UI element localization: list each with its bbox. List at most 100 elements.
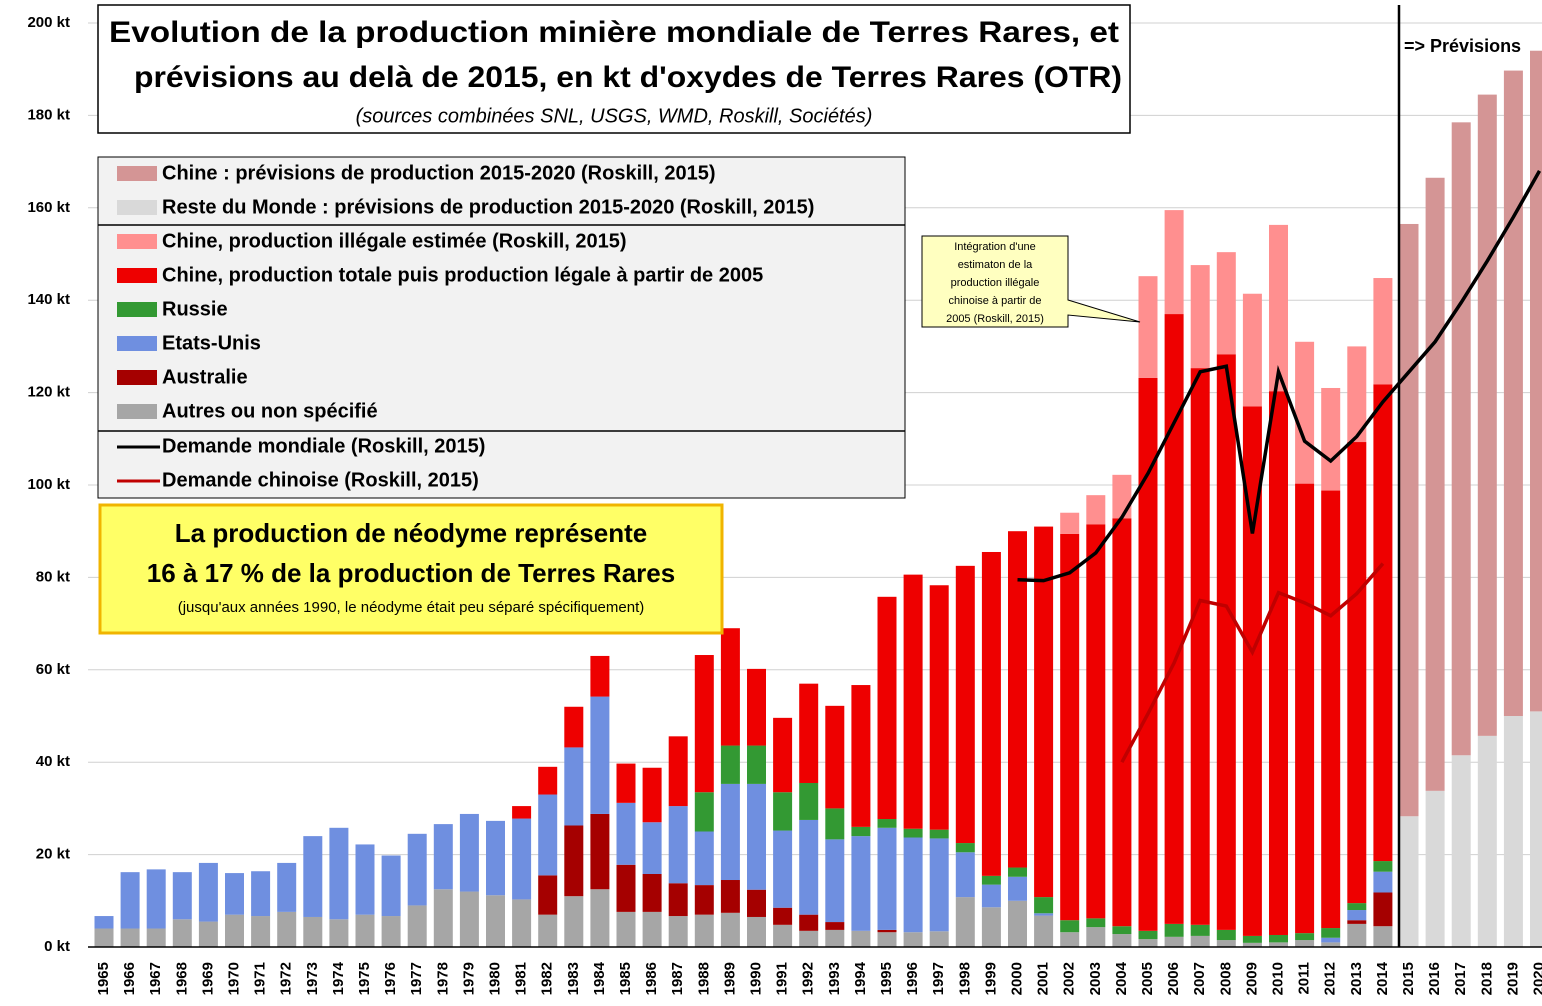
bar <box>1060 512 1080 534</box>
bar <box>1347 346 1367 443</box>
bar <box>1112 518 1132 927</box>
bar <box>955 565 975 844</box>
bar <box>694 885 714 915</box>
bar <box>512 899 532 947</box>
bar <box>1477 735 1497 947</box>
legend-label: Autres ou non spécifié <box>162 400 378 422</box>
legend-swatch <box>117 234 157 249</box>
bar <box>538 914 558 947</box>
bar <box>616 763 636 803</box>
bar <box>747 916 766 947</box>
x-tick-label: 2019 <box>1504 962 1521 995</box>
note-text: (jusqu'aux années 1990, le néodyme était… <box>178 599 645 616</box>
y-tick-label: 80 kt <box>36 568 70 585</box>
bar <box>1008 900 1027 947</box>
bar <box>747 668 766 746</box>
bar <box>773 717 793 793</box>
legend-swatch <box>117 370 157 385</box>
x-tick-label: 1974 <box>330 961 347 995</box>
legend-swatch <box>117 166 157 181</box>
bar <box>720 912 740 947</box>
bar <box>198 921 218 947</box>
bar <box>1347 903 1367 911</box>
bar <box>1008 876 1027 901</box>
x-tick-label: 1969 <box>199 962 216 995</box>
bar <box>642 874 662 912</box>
x-tick-label: 1975 <box>356 962 373 995</box>
bar <box>381 855 401 917</box>
bar <box>1321 387 1341 491</box>
forecast-label: => Prévisions <box>1404 36 1521 56</box>
bar <box>1138 939 1158 947</box>
x-tick-label: 1976 <box>382 962 399 995</box>
bar <box>1321 937 1341 943</box>
bar <box>903 828 923 838</box>
bar <box>1373 871 1393 893</box>
bar <box>955 897 975 947</box>
bar <box>799 782 819 820</box>
note-box <box>98 503 724 635</box>
bar <box>1269 391 1288 935</box>
bar <box>1112 926 1132 935</box>
line <box>1120 562 1385 764</box>
bar <box>903 574 923 829</box>
x-tick-label: 2005 <box>1139 962 1156 995</box>
x-tick-label: 1977 <box>408 962 425 995</box>
x-tick-label: 1967 <box>147 962 164 995</box>
legend-label: Chine, production totale puis production… <box>162 264 763 286</box>
bars <box>94 50 1542 947</box>
bar <box>616 911 636 947</box>
bar <box>407 905 427 947</box>
bar <box>1086 495 1106 525</box>
bar <box>877 827 897 930</box>
x-tick-label: 1982 <box>539 962 556 995</box>
x-tick-label: 2007 <box>1191 962 1208 995</box>
x-tick-label: 1989 <box>721 962 738 995</box>
bar <box>1347 910 1367 921</box>
bar <box>1347 920 1367 924</box>
bar <box>590 696 610 814</box>
bar <box>172 919 192 947</box>
bar <box>1060 533 1080 921</box>
bar <box>1242 293 1262 407</box>
legend-label: Demande mondiale (Roskill, 2015) <box>162 435 485 457</box>
bar <box>407 833 427 906</box>
bar <box>877 596 897 820</box>
callout-text: 2005 (Roskill, 2015) <box>946 313 1044 325</box>
bar <box>1112 934 1132 947</box>
bar <box>1242 942 1262 947</box>
x-tick-label: 1965 <box>95 962 112 995</box>
x-tick-label: 1996 <box>904 962 921 995</box>
x-tick-label: 1966 <box>121 962 138 995</box>
bar <box>1164 210 1184 315</box>
bar <box>1373 892 1393 927</box>
bar <box>381 916 401 947</box>
x-tick-label: 2016 <box>1426 962 1443 995</box>
note-text: La production de néodyme représente <box>175 518 647 548</box>
bar <box>1008 531 1027 868</box>
x-tick-label: 2006 <box>1165 962 1182 995</box>
bar <box>590 813 610 890</box>
x-tick-label: 1988 <box>695 962 712 995</box>
callout-text: Intégration d'une <box>954 241 1036 253</box>
bar <box>877 929 897 933</box>
bar <box>773 924 793 947</box>
bar <box>433 889 453 947</box>
bar <box>1216 929 1236 941</box>
bar <box>642 767 662 823</box>
legend-swatch <box>117 404 157 419</box>
chart-title: Evolution de la production minière mondi… <box>109 16 1119 49</box>
y-tick-label: 100 kt <box>27 476 70 493</box>
x-tick-label: 1981 <box>513 962 530 995</box>
bar <box>1269 942 1288 947</box>
bar <box>1503 716 1523 947</box>
x-tick-label: 2013 <box>1348 962 1365 995</box>
bar <box>955 852 975 898</box>
y-tick-label: 20 kt <box>36 846 70 863</box>
legend-box <box>97 156 906 499</box>
bar <box>903 932 923 947</box>
y-tick-label: 140 kt <box>27 291 70 308</box>
legend-label: Chine, production illégale estimée (Rosk… <box>162 230 627 252</box>
bar <box>1373 926 1393 947</box>
x-tick-label: 2015 <box>1400 962 1417 995</box>
